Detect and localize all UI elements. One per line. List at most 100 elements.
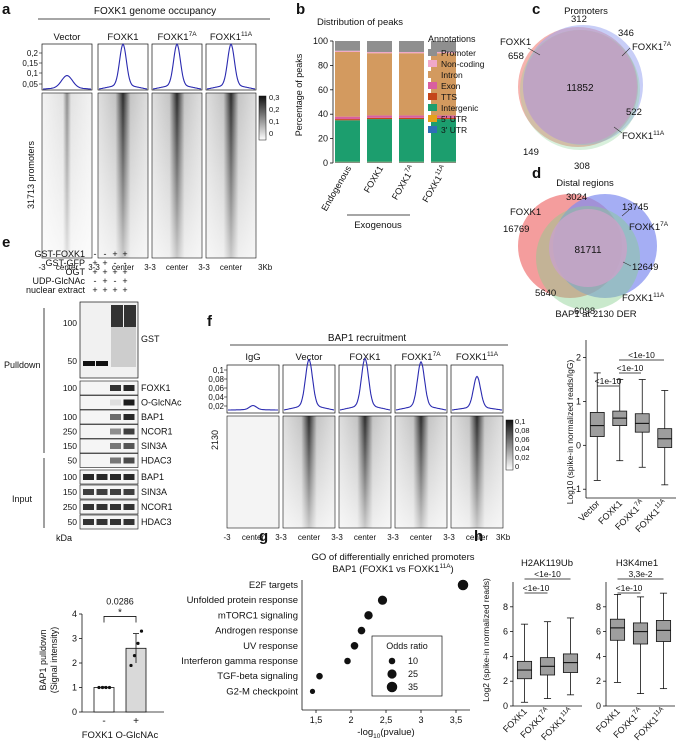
panel-g-term-label: E2F targets xyxy=(249,580,298,591)
panel-b-xtick: FOXK1 xyxy=(362,164,385,195)
panel-f-profile-frame xyxy=(394,364,448,414)
panel-b-legend-swatch xyxy=(428,115,437,122)
venn-c-label-7a: FOXK17A xyxy=(632,41,672,53)
panel-a-xtick: center xyxy=(220,263,243,272)
panel-b-bar-segment xyxy=(335,51,360,117)
panel-b-bar-segment xyxy=(431,115,456,118)
panel-f-box-box xyxy=(589,412,605,437)
panel-b-legend-label: 5' UTR xyxy=(441,114,467,124)
panel-b-xtick-base: Endogenous xyxy=(319,164,353,213)
panel-g-xtick: 3,5 xyxy=(450,715,463,725)
panel-e-condition-sign: + xyxy=(102,285,107,295)
panel-g-term-label: Interferon gamma response xyxy=(181,656,298,667)
panel-c-title: Promoters xyxy=(564,6,608,17)
panel-e-condition-sign: - xyxy=(104,249,107,259)
panel-e-condition-sign: + xyxy=(112,249,117,259)
venn-c-count: 658 xyxy=(508,51,524,62)
panel-b-bar-segment xyxy=(367,119,392,162)
panel-e-condition-sign: + xyxy=(112,285,117,295)
panel-a-ytick: 0,2 xyxy=(27,49,39,58)
panel-f-xtick: center xyxy=(466,533,489,542)
panel-e-condition-sign: + xyxy=(122,285,127,295)
panel-a-profile-frame xyxy=(205,43,257,91)
panel-g-xlabel-base: -log xyxy=(357,727,373,738)
panel-b-ylabel: Percentage of peaks xyxy=(294,53,304,136)
panel-f-condition-label-base: IgG xyxy=(245,352,260,363)
panel-a-xtick: -3 xyxy=(38,263,46,272)
panel-g-point xyxy=(350,642,359,650)
panel-a-condition-label-sup: 11A xyxy=(241,31,253,38)
panel-e-blot-label: HDAC3 xyxy=(141,517,172,527)
venn-d-count: 12649 xyxy=(632,262,658,273)
venn-c-count: 11852 xyxy=(566,83,594,94)
venn-d-label-11a: FOXK111A xyxy=(622,292,665,304)
venn-c-count: 312 xyxy=(571,14,587,25)
panel-e-blot-strip xyxy=(79,438,139,454)
panel-b-bar-segment xyxy=(431,41,456,52)
venn-d-leader xyxy=(621,209,630,217)
panel-f-box-chart: 210-1VectorFOXK1FOXK17AFOXK111A<1e-10<1e… xyxy=(573,340,676,534)
panel-f-heatmap-fade xyxy=(339,416,391,528)
panel-e-band xyxy=(110,443,121,449)
panel-e-condition-sign: + xyxy=(92,258,97,268)
panel-g-legend-title: Odds ratio xyxy=(386,641,428,651)
venn-d-count: 81711 xyxy=(574,245,602,256)
panel-e-marker: 50 xyxy=(68,517,78,527)
panel-e-marker: 50 xyxy=(68,356,78,366)
panel-e-band xyxy=(83,519,94,525)
panel-b-xtick: FOXK17A xyxy=(389,163,418,202)
panel-e-marker: 150 xyxy=(63,487,77,497)
panel-f-condition-label: FOXK111A xyxy=(456,351,499,363)
panel-e-quant-chart: 4 3 2 1 0 - +0.0286* BAP1 pulldown (Signal inten… xyxy=(38,596,164,741)
panel-f-condition-labels: IgG Vector FOXK1 FOXK17A FOXK111A xyxy=(245,351,498,363)
panel-e-band xyxy=(110,385,121,391)
panel-e-band xyxy=(123,474,135,480)
panel-d-title: Distal regions xyxy=(556,178,614,189)
panel-b: b Distribution of peaks Percentage of pe… xyxy=(294,1,485,231)
venn-c-leader xyxy=(613,126,623,134)
panel-a-condition-label-base: FOXK1 xyxy=(107,32,138,43)
panel-e-band xyxy=(123,385,135,391)
panel-letter-c: c xyxy=(532,1,540,18)
panel-f-xtick: 3-3 xyxy=(275,533,287,542)
panel-f-profile-frame xyxy=(226,364,280,414)
panel-e-band xyxy=(110,428,121,435)
panel-a-heatmap-frame xyxy=(205,92,257,259)
panel-b-bar-segment xyxy=(431,161,456,163)
panel-e-condition-sign: + xyxy=(92,285,97,295)
panel-e-band xyxy=(123,414,135,420)
panel-b-xtick-base: FOXK1 xyxy=(390,171,413,202)
panel-e-smear xyxy=(111,327,136,367)
panel-b-legend-swatch xyxy=(428,126,437,133)
panel-g-term-label: G2-M checkpoint xyxy=(226,686,298,697)
panel-f-condition-label-sup: 7A xyxy=(433,351,442,358)
panel-e-band xyxy=(83,489,94,495)
panel-e-band xyxy=(110,489,121,495)
panel-a-profile-frame xyxy=(151,43,203,91)
panel-g-title: GO of differentially enriched promoters xyxy=(312,552,475,563)
panel-b-xtick: FOXK111A xyxy=(419,163,449,204)
venn-d-leader xyxy=(622,261,632,267)
panel-g-legend-dot xyxy=(387,669,397,679)
panel-e-band xyxy=(123,504,135,510)
panel-h-left-title: H2AK119Ub xyxy=(521,558,573,569)
panel-f-title: BAP1 recruitment xyxy=(328,333,407,344)
panel-g-xlabel-end: (pvalue) xyxy=(380,727,414,738)
panel-h-left-chart: H2AK119Ub86420FOXK1FOXK17AFOXK111A<1e-10… xyxy=(501,558,582,742)
panel-e-condition-label: nuclear extract xyxy=(26,285,86,295)
venn-d-count: 6098 xyxy=(574,306,595,317)
panel-a-heatmaps xyxy=(41,92,257,259)
panel-e-quant-xlabel: FOXK1 O-GlcNAc xyxy=(82,730,159,741)
panel-e-band xyxy=(83,474,94,480)
panel-a-colorbar: 0,3 0,2 0,1 0 xyxy=(258,93,279,141)
panel-letter-h: h xyxy=(474,528,483,545)
panel-e-quant-xtick: - xyxy=(102,716,105,727)
panel-b-xtick-base: FOXK1 xyxy=(362,164,385,195)
panel-b-bar-segment xyxy=(335,50,360,52)
panel-h-ylabel: Log2 (spike-in normalized reads) xyxy=(481,578,491,702)
panel-e-condition-sign: + xyxy=(122,276,127,286)
panel-f-xtick: 3-3 xyxy=(331,533,343,542)
panel-a-ytick: 0,1 xyxy=(27,69,39,78)
panel-b-bar-segment xyxy=(399,115,424,118)
panel-e-marker: 250 xyxy=(63,427,77,437)
